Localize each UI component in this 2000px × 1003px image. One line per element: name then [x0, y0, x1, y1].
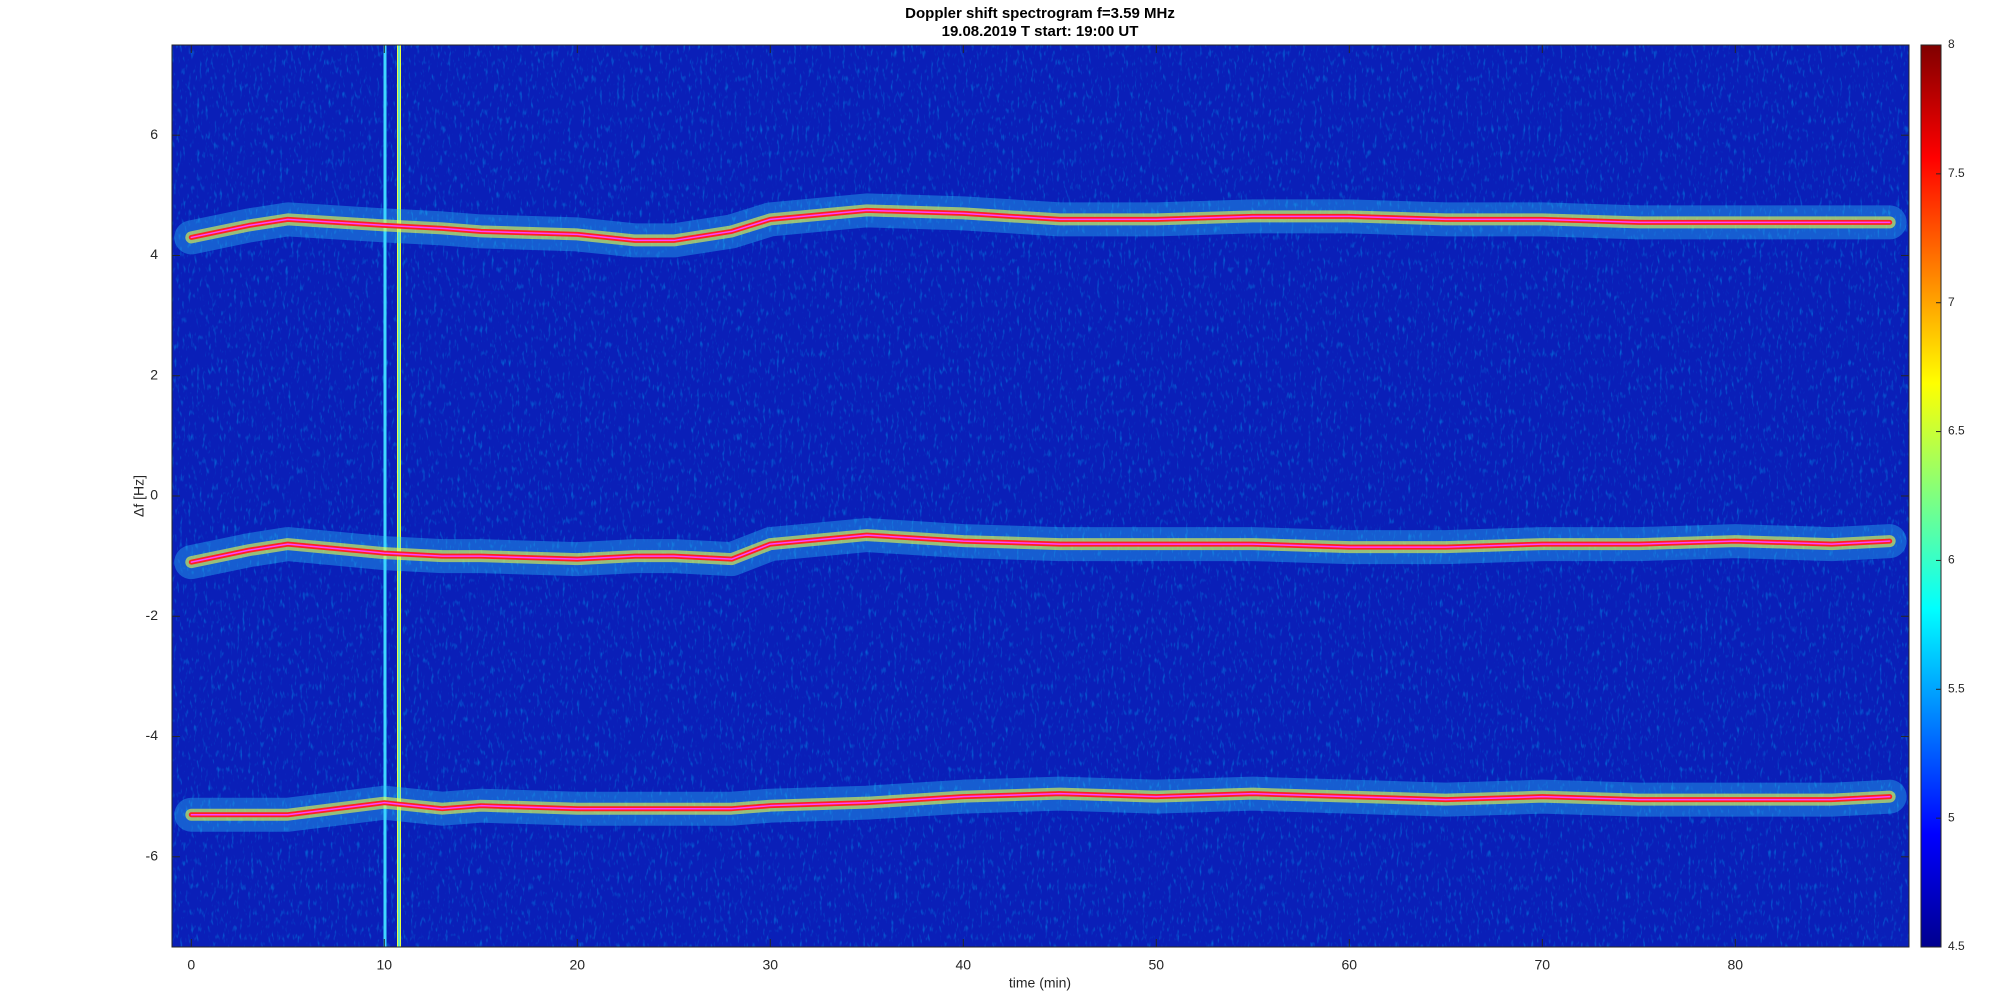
colorbar-tick-label: 6 — [1948, 553, 1955, 567]
plot-area — [174, 45, 1907, 947]
colorbar-tick-label: 6.5 — [1948, 424, 1965, 438]
colorbar-tick-label: 5.5 — [1948, 681, 1965, 695]
signal-fit — [190, 534, 1891, 563]
signal-fit — [190, 209, 1891, 242]
colorbar-tick-label: 7 — [1948, 295, 1955, 309]
x-tick-label: 20 — [570, 957, 586, 973]
y-tick-label: -2 — [146, 607, 159, 623]
x-tick-label: 50 — [1149, 957, 1165, 973]
y-tick-label: -4 — [146, 727, 159, 743]
x-tick-label: 40 — [956, 957, 972, 973]
y-axis-label: Δf [Hz] — [131, 475, 147, 517]
x-tick-label: 0 — [187, 957, 195, 973]
x-tick-label: 80 — [1728, 957, 1744, 973]
colorbar — [1920, 44, 1942, 948]
chart-title: Doppler shift spectrogram f=3.59 MHz — [905, 5, 1175, 22]
colorbar-tick-label: 7.5 — [1948, 166, 1965, 180]
colorbar-tick-label: 8 — [1948, 37, 1955, 51]
chart-subtitle: 19.08.2019 T start: 19:00 UT — [942, 23, 1139, 40]
x-tick-label: 30 — [763, 957, 779, 973]
signal-fit — [190, 792, 1891, 816]
y-tick-label: 2 — [150, 366, 158, 382]
x-tick-label: 70 — [1535, 957, 1551, 973]
y-tick-label: 0 — [150, 487, 158, 503]
x-tick-label: 60 — [1342, 957, 1358, 973]
colorbar-tick-label: 4.5 — [1948, 939, 1965, 953]
y-tick-label: 4 — [150, 246, 158, 262]
x-axis-label: time (min) — [1009, 975, 1071, 991]
y-tick-label: -6 — [146, 848, 159, 864]
y-tick-label: 6 — [150, 126, 158, 142]
colorbar-tick-label: 5 — [1948, 810, 1955, 824]
x-tick-label: 10 — [377, 957, 393, 973]
